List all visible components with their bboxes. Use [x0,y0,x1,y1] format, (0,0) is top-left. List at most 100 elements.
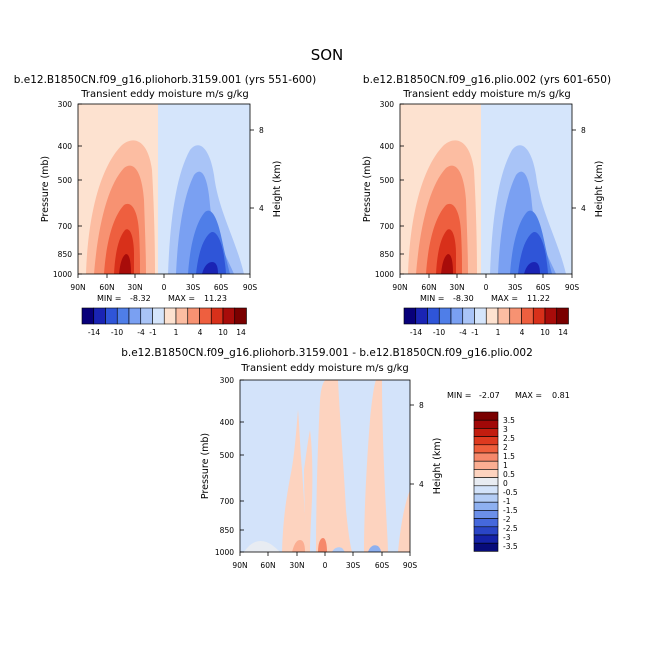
colorbar-swatch [450,307,464,325]
panel-2-colorbar-label: 10 [540,328,550,337]
panel-1-subtitle: Transient eddy moisture m/s g/kg [80,89,248,100]
panel-2-x-tick-90n: 90N [392,283,407,292]
panel-3-max-value: 0.81 [552,391,570,400]
panel-2-min-value: -8.30 [453,294,474,303]
panel-3-y-tick-700: 700 [220,497,235,506]
panel-1-x-tick-90s: 90S [243,283,258,292]
panel-3-x-tick-60n: 60N [260,561,275,570]
panel-2-x-tick-30s: 30S [508,283,523,292]
panel-3-colorbar-label: -2.5 [503,524,518,533]
panel-3-colorbar-label: 1.5 [503,452,515,461]
panel-3-colorbar-label: -3.5 [503,542,518,551]
colorbar-swatch [473,477,499,487]
panel-2-y-tick-1000: 1000 [375,270,394,279]
panel-1-y-tick-500: 500 [58,176,73,185]
panel-1-colorbar-label: 4 [198,328,203,337]
panel-1-y-tick-700: 700 [58,222,73,231]
panel-3-y-tick-1000: 1000 [215,548,234,557]
panel-1-axis-ticks [77,103,254,278]
colorbar-swatch [473,411,499,421]
colorbar-swatch [532,307,546,325]
panel-1-min-value: -8.32 [130,294,151,303]
colorbar-swatch [473,542,499,552]
colorbar-swatch [187,307,200,325]
panel-2-x-tick-60n: 60N [421,283,436,292]
panel-2-y2-tick-8: 8 [581,126,586,135]
panel-1: b.e12.B1850CN.f09_g16.pliohorb.3159.001 … [14,74,316,337]
colorbar-swatch [497,307,511,325]
panel-3-y2-axis-label: Height (km) [432,438,443,495]
panel-3-colorbar-label: 0 [503,479,508,488]
panel-3-x-tick-30s: 30S [346,561,361,570]
panel-3-plot: 300 400 500 700 850 1000 8 4 90N 60N 30N… [200,376,443,570]
panel-1-x-tick-60n: 60N [99,283,114,292]
colorbar-swatch [473,501,499,511]
colorbar-swatch [222,307,236,325]
panel-1-y-axis-label: Pressure (mb) [40,156,51,222]
panel-2-x-tick-90s: 90S [565,283,580,292]
panel-2-colorbar-label: -1 [471,328,479,337]
colorbar-swatch [473,485,499,495]
panel-2-y-tick-500: 500 [380,176,395,185]
panel-3-colorbar: 3.5 3 2.5 2 1.5 1 0.5 0 -0.5 -1 -1.5 -2 … [473,411,518,552]
panel-1-y-tick-labels: 300 400 500 700 850 1000 [53,100,72,279]
panel-2-colorbar-label: -14 [410,328,422,337]
panel-3-colorbar-label: 2 [503,443,508,452]
panel-2-positive-contours [408,140,477,274]
panel-3-x-tick-labels: 90N 60N 30N 0 30S 60S 90S [232,561,417,570]
panel-2-title: b.e12.B1850CN.f09_g16.plio.002 (yrs 601-… [363,74,611,86]
panel-3-x-tick-0: 0 [323,561,328,570]
colorbar-swatch [175,307,189,325]
panel-1-y-tick-850: 850 [58,250,73,259]
panel-3-y-tick-850: 850 [220,526,235,535]
colorbar-swatch [473,452,499,462]
panel-1-max-label: MAX = [168,294,195,303]
panel-3-colorbar-label: 3.5 [503,416,515,425]
panel-2-subtitle: Transient eddy moisture m/s g/kg [402,89,570,100]
panel-3-colorbar-label: 2.5 [503,434,515,443]
colorbar-swatch [474,307,487,325]
colorbar-swatch [81,307,95,325]
panel-3-y2-tick-labels: 8 4 [419,401,424,489]
panel-2-colorbar-label: 1 [496,328,501,337]
panel-2-y2-tick-labels: 8 4 [581,126,586,213]
colorbar-swatch [403,307,417,325]
colorbar-swatch [544,307,558,325]
panel-1-y2-tick-8: 8 [259,126,264,135]
panel-3-max-label: MAX = [515,391,542,400]
panel-2-y-tick-700: 700 [380,222,395,231]
colorbar-swatch [163,307,177,325]
panel-1-positive-contours [86,140,155,274]
panel-2-y2-axis-label: Height (km) [594,161,605,218]
panel-3-y2-tick-4: 4 [419,480,424,489]
colorbar-swatch [93,307,106,325]
colorbar-swatch [473,526,499,536]
panel-2-colorbar-label: -10 [433,328,445,337]
panel-2-plot: 300 400 500 700 850 1000 8 4 90N 60N 30N… [362,100,605,292]
colorbar-swatch [140,307,153,325]
panel-2-axis-ticks [399,103,576,278]
colorbar-swatch [128,307,142,325]
panel-2-colorbar-labels: -14 -10 -4 -1 1 4 10 14 [410,328,568,337]
panel-2-max-value: 11.22 [527,294,550,303]
colorbar-swatch [473,518,499,528]
panel-1-colorbar-label: 1 [174,328,179,337]
panel-2-min-label: MIN = [420,294,445,303]
panel-3-colorbar-label: 1 [503,461,508,470]
panel-2-y-tick-labels: 300 400 500 700 850 1000 [375,100,394,279]
panel-3-colorbar-label: -1 [503,497,511,506]
panel-1-plot: 300 400 500 700 850 1000 8 4 90N 60N 30N… [40,100,283,292]
panel-3-axis-ticks [239,379,414,556]
panel-2-x-tick-30n: 30N [449,283,464,292]
panel-1-y-tick-300: 300 [58,100,73,109]
panel-1-colorbar-label: -14 [88,328,100,337]
panel-1-colorbar-label: -10 [111,328,123,337]
panel-3-y-tick-labels: 300 400 500 700 850 1000 [215,376,234,557]
panel-3-min-label: MIN = [447,391,472,400]
panel-3-colorbar-label: -3 [503,533,511,542]
colorbar-swatch [234,307,247,325]
panel-2-max-label: MAX = [491,294,518,303]
colorbar-swatch [521,307,534,325]
panel-1-y-tick-400: 400 [58,142,73,151]
panel-1-y2-tick-4: 4 [259,204,264,213]
